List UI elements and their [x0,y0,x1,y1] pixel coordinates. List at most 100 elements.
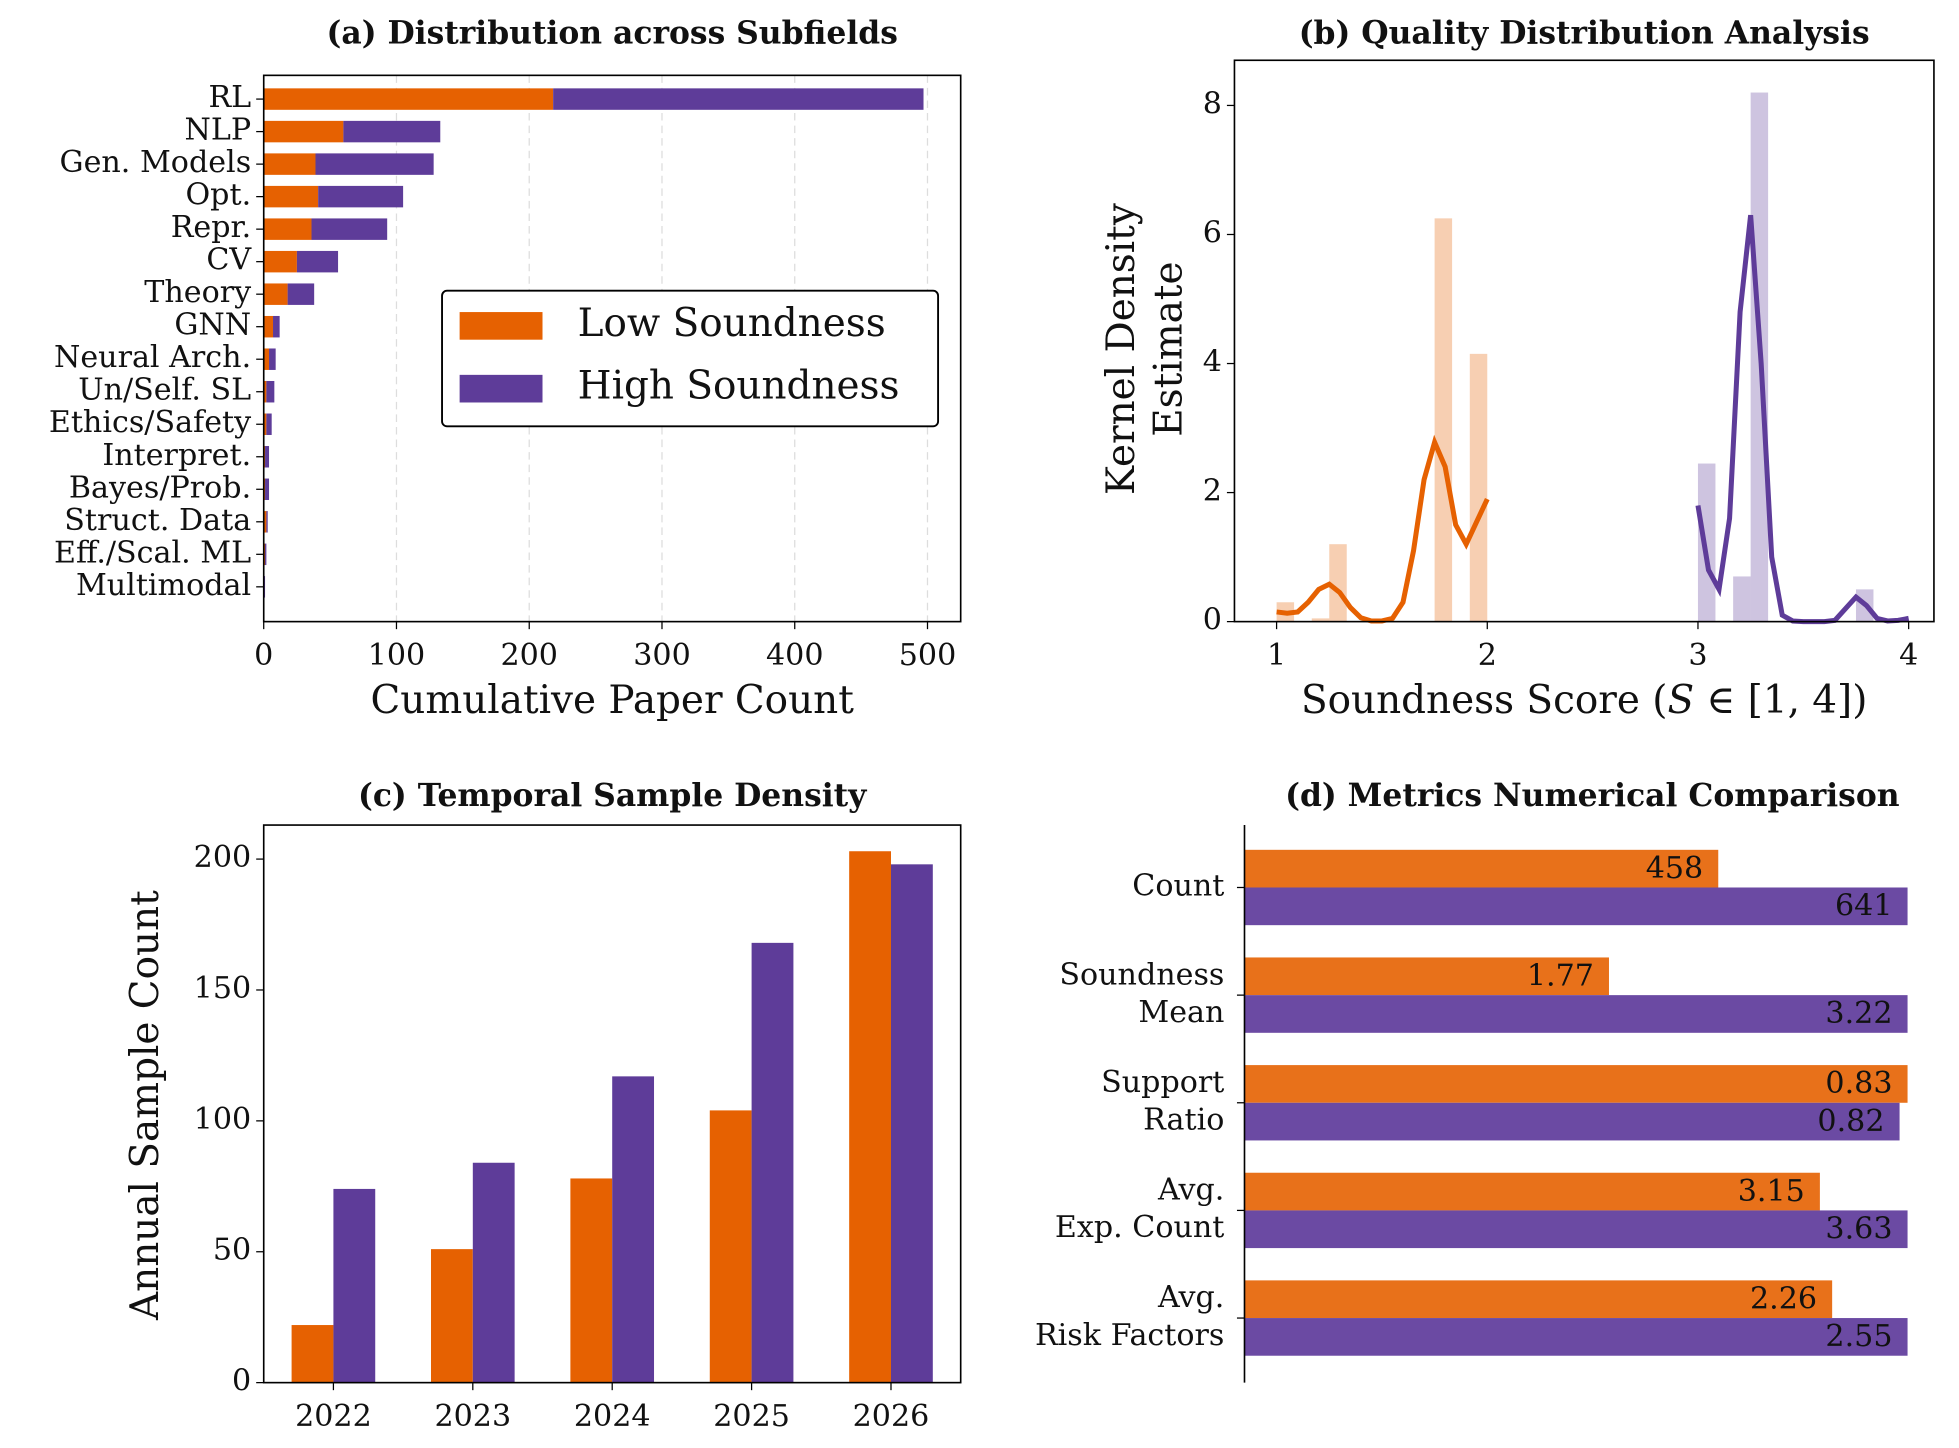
legend-label: High Soundness [578,364,900,409]
bar [472,1162,515,1383]
bar [430,1249,473,1383]
bar-segment [269,348,276,370]
y-axis-label: Estimate [1147,262,1192,437]
chart-title: (a) Distribution across Subfields [327,16,898,52]
histogram-bar [1329,544,1347,622]
y-tick-label: Soundness [1059,957,1224,992]
y-tick-label: Bayes/Prob. [69,470,251,505]
bar-segment [343,120,441,143]
value-label: 3.63 [1825,1212,1892,1247]
y-axis-label: Kernel Density [1099,203,1144,495]
histogram-bar [1697,463,1716,622]
x-tick-label: 100 [368,638,426,673]
histogram-bar [1733,576,1751,622]
bar [709,1110,752,1383]
bar-segment [263,381,267,403]
chart-title: (c) Temporal Sample Density [358,778,867,814]
value-label: 1.77 [1527,959,1594,994]
bar-segment [263,120,344,143]
legend-box [441,289,940,428]
x-tick-label: 2026 [853,1399,930,1434]
bar-segment [263,348,270,370]
y-tick-label: CV [206,243,252,278]
x-tick-label: 300 [633,638,691,673]
y-tick-label: Neural Arch. [54,340,251,375]
x-tick-label: 2 [1478,638,1497,673]
y-tick-label: Un/Self. SL [78,373,251,408]
value-label: 3.22 [1825,996,1892,1031]
axes-frame [1233,59,1935,623]
bar-segment [266,381,275,403]
bar-segment [266,413,272,435]
y-tick-label: 0 [232,1364,251,1399]
bar [612,1076,655,1383]
bar [1244,1172,1820,1211]
x-tick-label: 1 [1267,638,1286,673]
y-tick-label: Struct. Data [64,503,251,538]
y-tick-label: Avg. [1157,1280,1224,1315]
value-label: 0.82 [1817,1104,1884,1139]
bar [1244,1102,1900,1141]
x-tick-label: 400 [766,638,824,673]
bar-segment [263,283,288,305]
axes-frame [262,74,962,623]
x-tick-label: 500 [899,638,957,673]
bar-segment [263,315,274,338]
bar-segment [263,153,316,175]
y-tick-label: Repr. [171,210,251,245]
bar [849,851,891,1383]
bar-segment [296,250,339,273]
y-tick-label: Count [1132,868,1224,903]
y-tick-label: Gen. Models [60,145,252,180]
y-tick-label: Support [1101,1065,1224,1100]
kde-line [1276,434,1490,624]
bar-segment [263,511,267,533]
bar-segment [311,218,388,240]
bar [1244,995,1908,1033]
y-tick-label: 50 [213,1233,251,1268]
value-label: 2.55 [1825,1319,1892,1354]
x-tick-label: 2022 [295,1399,372,1434]
bar [1244,1318,1908,1356]
y-tick-label: Avg. [1157,1173,1224,1208]
axes-frame [262,824,962,1384]
y-tick-label: Risk Factors [1035,1318,1224,1353]
bar-segment [265,446,270,468]
x-tick-label: 200 [500,638,557,673]
chart-title: (b) Quality Distribution Analysis [1299,16,1870,52]
x-tick-label: 2024 [574,1399,651,1434]
bar-segment [265,478,270,501]
kde-line [1695,214,1910,625]
bar-segment [287,283,315,305]
x-tick-label: 4 [1899,638,1918,673]
bar [1244,849,1719,888]
legend-label: Low Soundness [578,301,886,346]
bar-segment [263,88,554,110]
x-axis-label: Cumulative Paper Count [371,678,855,723]
bar-segment [315,153,434,175]
legend-swatch [459,374,543,403]
bar-segment [265,543,267,566]
value-label: 641 [1835,889,1893,924]
bar [1244,957,1609,996]
histogram-bar [1469,353,1488,622]
bar-segment [263,218,312,240]
x-tick-label: 0 [254,638,273,673]
bar-segment [273,315,280,338]
bar [291,1325,334,1383]
x-axis-label: Soundness Score (𝑆 ∈ [1, 4]) [1301,678,1867,723]
value-label: 3.15 [1738,1174,1805,1209]
y-tick-label: Opt. [185,178,251,213]
legend-swatch [459,312,543,340]
y-tick-label: 0 [1203,603,1222,638]
y-tick-label: Interpret. [102,438,251,473]
y-tick-label: Eff./Scal. ML [54,535,251,570]
bar [1244,887,1908,926]
histogram-bar [1434,218,1453,622]
y-tick-label: Ratio [1143,1103,1224,1138]
bar [751,942,794,1383]
y-tick-label: 8 [1203,86,1222,121]
bar-segment [318,185,404,208]
